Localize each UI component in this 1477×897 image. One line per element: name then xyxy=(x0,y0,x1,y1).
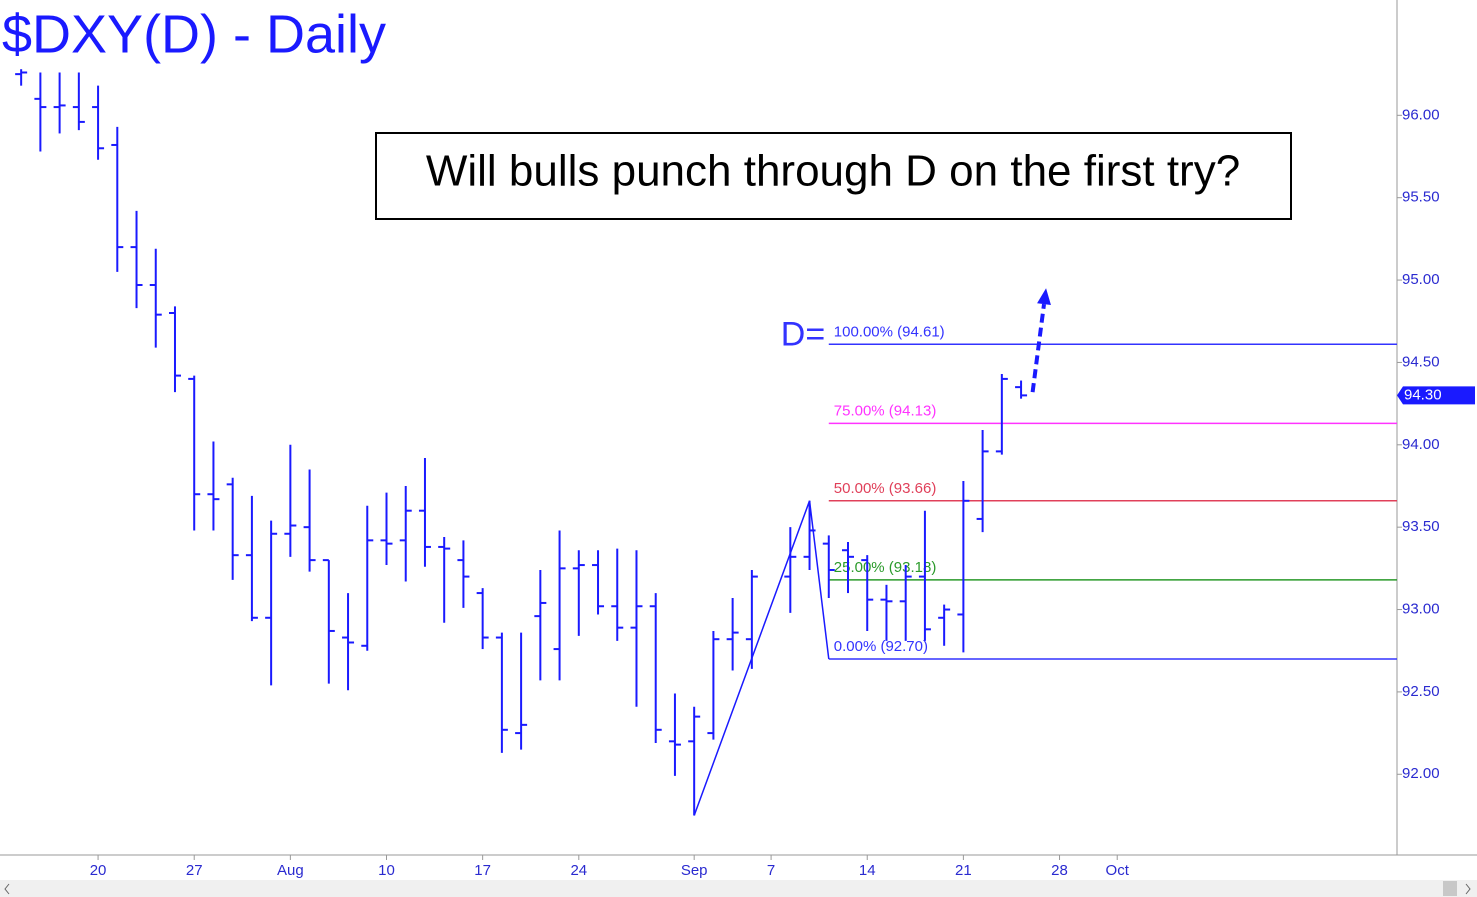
x-tick-label: 17 xyxy=(474,862,491,879)
x-tick-label: 10 xyxy=(378,862,395,879)
level-label: 0.00% (92.70) xyxy=(834,638,928,655)
x-tick-label: 27 xyxy=(186,862,203,879)
pattern-line xyxy=(693,500,830,816)
y-tick-label: 94.00 xyxy=(1402,436,1440,453)
x-tick-label: 21 xyxy=(955,862,972,879)
chart-title: $DXY(D) - Daily xyxy=(2,4,386,64)
x-tick-label: Sep xyxy=(681,862,708,879)
level-label: 100.00% (94.61) xyxy=(834,323,945,340)
level-label: 75.00% (94.13) xyxy=(834,402,937,419)
arrow-head xyxy=(1037,288,1051,306)
scrollbar[interactable] xyxy=(0,880,1477,897)
scroll-left[interactable] xyxy=(4,883,10,895)
last-price-label: 94.30 xyxy=(1404,386,1442,403)
annotation: Will bulls punch through D on the first … xyxy=(426,147,1240,196)
y-tick-label: 96.00 xyxy=(1402,106,1440,123)
level-label: 50.00% (93.66) xyxy=(834,480,937,497)
x-tick-label: Aug xyxy=(277,862,304,879)
x-tick-label: 28 xyxy=(1051,862,1068,879)
y-tick-label: 92.00 xyxy=(1402,765,1440,782)
arrow-shaft xyxy=(1030,303,1046,393)
scroll-thumb[interactable] xyxy=(1443,881,1457,896)
x-tick-label: 7 xyxy=(767,862,775,879)
y-tick-label: 93.00 xyxy=(1402,601,1440,618)
x-tick-label: 24 xyxy=(570,862,587,879)
y-tick-label: 95.00 xyxy=(1402,271,1440,288)
annotation-box xyxy=(375,132,1292,220)
x-tick-label: Oct xyxy=(1106,862,1130,879)
last-price-tag xyxy=(1397,386,1475,405)
level-label: 25.00% (93.18) xyxy=(834,559,937,576)
scroll-right[interactable] xyxy=(1465,883,1471,895)
x-tick-label: 14 xyxy=(859,862,876,879)
x-tick-label: 20 xyxy=(90,862,107,879)
y-tick-label: 93.50 xyxy=(1402,518,1440,535)
y-tick-label: 94.50 xyxy=(1402,353,1440,370)
y-tick-label: 92.50 xyxy=(1402,683,1440,700)
y-tick-label: 95.50 xyxy=(1402,189,1440,206)
point-label: D= xyxy=(781,315,825,353)
